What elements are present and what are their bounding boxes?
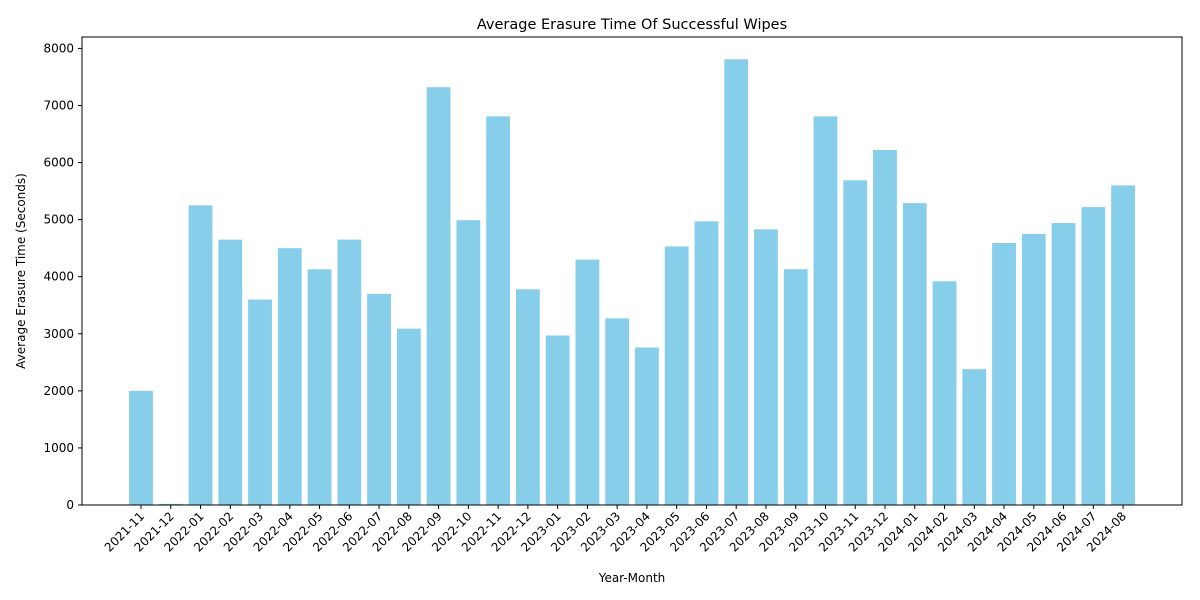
y-tick-label: 4000 xyxy=(43,270,74,284)
y-tick-label: 3000 xyxy=(43,327,74,341)
bar-2021-12 xyxy=(158,503,183,505)
bar-2022-10 xyxy=(456,220,481,505)
bar-2024-05 xyxy=(1021,233,1046,505)
x-axis-label: Year-Month xyxy=(598,571,666,585)
bar-2022-02 xyxy=(218,239,243,506)
bar-2024-03 xyxy=(962,369,987,505)
bar-2022-01 xyxy=(188,205,213,505)
bar-2023-11 xyxy=(843,180,868,505)
bar-2022-11 xyxy=(486,116,511,505)
y-tick-label: 1000 xyxy=(43,441,74,455)
bar-2023-04 xyxy=(635,347,659,505)
bar-2021-11 xyxy=(129,390,153,505)
bar-2023-02 xyxy=(575,259,600,505)
bar-2023-01 xyxy=(545,335,570,505)
bars-group xyxy=(129,59,1135,506)
bar-2022-07 xyxy=(367,293,391,505)
y-axis-label: Average Erasure Time (Seconds) xyxy=(14,173,28,369)
y-tick-label: 2000 xyxy=(43,384,74,398)
bar-2024-01 xyxy=(902,203,927,505)
y-tick-label: 5000 xyxy=(43,213,74,227)
y-tick-label: 7000 xyxy=(43,98,74,112)
chart-title: Average Erasure Time Of Successful Wipes xyxy=(477,17,787,33)
bar-2024-06 xyxy=(1051,223,1076,505)
y-tick-label: 6000 xyxy=(43,156,74,170)
bar-2023-10 xyxy=(813,116,838,505)
bar-2023-06 xyxy=(694,221,719,505)
bar-2022-04 xyxy=(277,248,302,506)
bar-2022-08 xyxy=(396,328,421,505)
bar-2022-09 xyxy=(426,87,451,505)
bar-2023-07 xyxy=(724,59,749,505)
bar-2023-08 xyxy=(754,229,778,505)
bar-2023-03 xyxy=(605,318,630,505)
bar-2022-03 xyxy=(248,299,272,505)
bar-2024-02 xyxy=(932,281,957,505)
x-axis: 2021-112021-122022-012022-022022-032022-… xyxy=(102,505,1129,555)
bar-2022-05 xyxy=(307,269,332,505)
y-tick-label: 8000 xyxy=(43,41,74,55)
bar-2022-12 xyxy=(515,289,540,505)
y-tick-label: 0 xyxy=(66,498,74,512)
bar-2022-06 xyxy=(337,239,362,506)
bar-2024-07 xyxy=(1081,207,1106,505)
bar-2024-08 xyxy=(1111,185,1135,505)
bar-2023-05 xyxy=(664,246,689,505)
plot-frame xyxy=(81,36,1183,506)
bar-2023-12 xyxy=(873,150,897,505)
bar-2024-04 xyxy=(992,243,1016,505)
y-axis: 0 1000 2000 3000 4000 5000 6000 7000 8000 xyxy=(43,41,82,512)
bar-2023-09 xyxy=(783,269,808,505)
